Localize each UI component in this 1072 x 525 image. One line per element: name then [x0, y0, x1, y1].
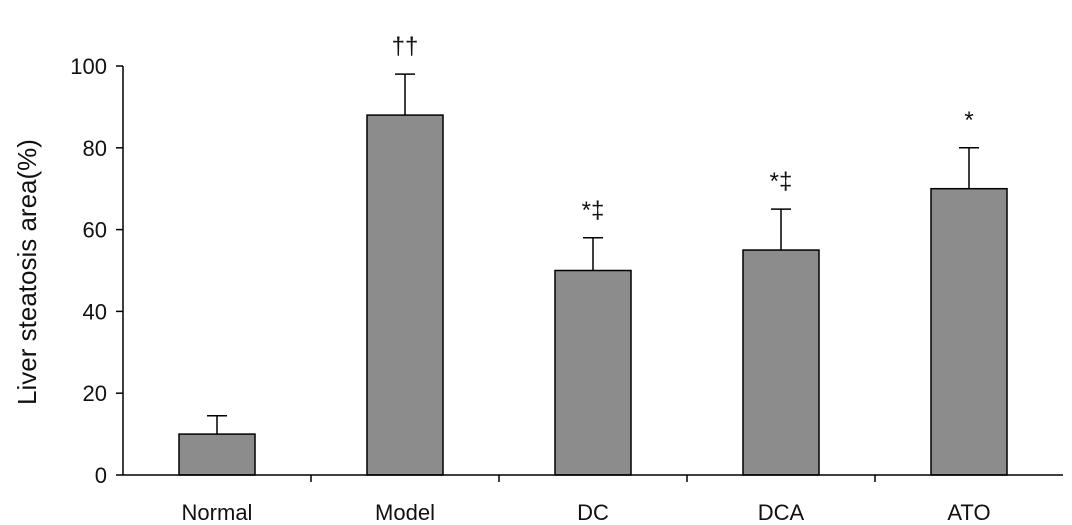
bar	[742, 249, 820, 476]
y-tick-label: 0	[95, 463, 107, 488]
x-category-label: ATO	[947, 500, 990, 525]
x-category-label: Model	[375, 500, 435, 525]
significance-mark: *‡	[770, 168, 793, 195]
bar	[178, 433, 256, 476]
x-categories: Normal Model DC DCA ATO	[182, 500, 991, 525]
y-tick-label: 80	[83, 136, 107, 161]
y-tick-label: 20	[83, 381, 107, 406]
bar	[366, 114, 444, 476]
y-tick-label: 100	[70, 54, 107, 79]
bar	[930, 187, 1008, 476]
x-category-label: Normal	[182, 500, 253, 525]
x-category-label: DCA	[758, 500, 805, 525]
error-bars	[207, 73, 979, 435]
significance-annotations: †† *‡ *‡ *	[392, 33, 974, 224]
significance-mark: *	[964, 107, 973, 134]
y-tick-label: 40	[83, 299, 107, 324]
significance-mark: ††	[392, 33, 419, 60]
bars	[178, 114, 1008, 476]
bar	[554, 269, 632, 476]
x-category-label: DC	[577, 500, 609, 525]
y-ticks: 0 20 40 60 80 100	[70, 54, 876, 488]
y-tick-label: 60	[83, 218, 107, 243]
significance-mark: *‡	[582, 197, 605, 224]
y-axis-label: Liver steatosis area(%)	[12, 139, 42, 405]
